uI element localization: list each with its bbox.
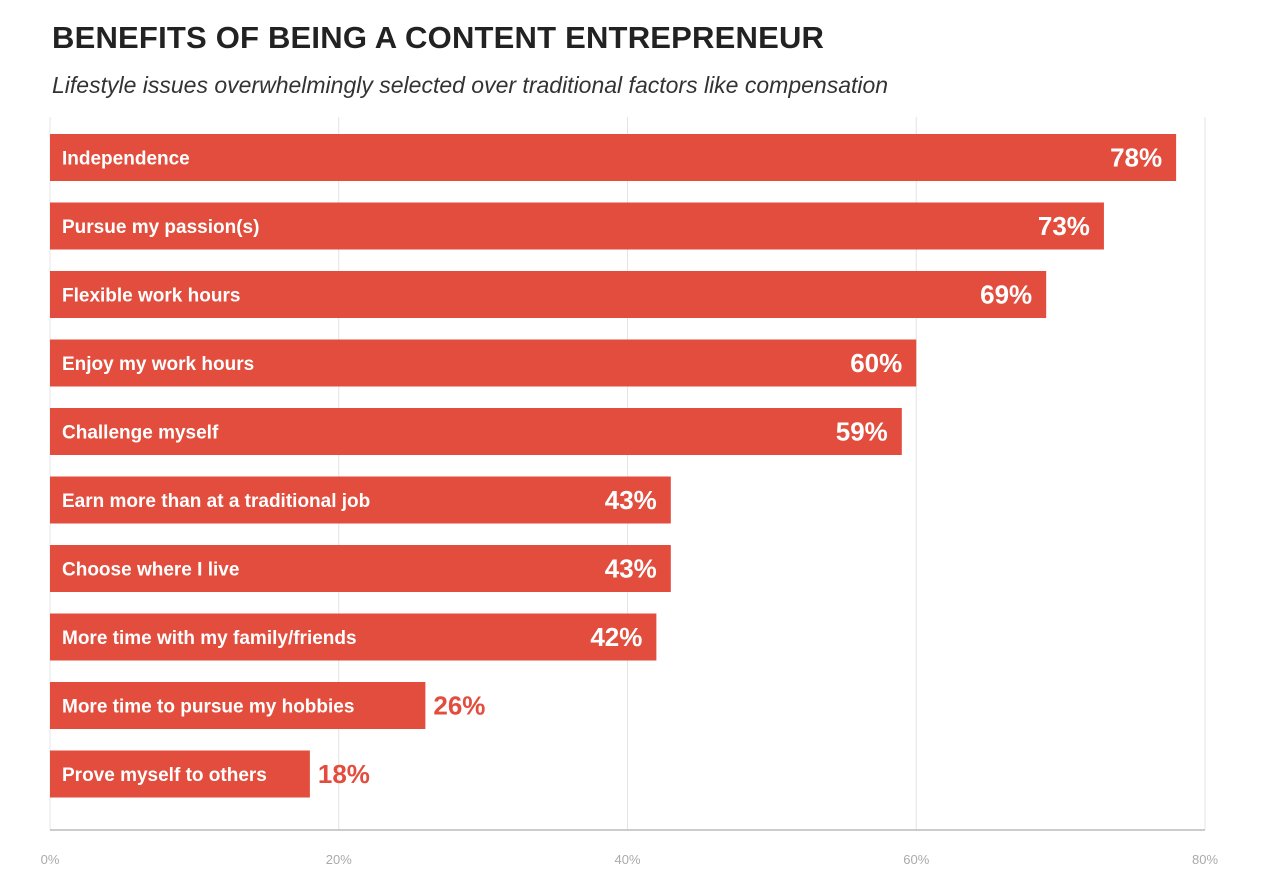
bar-category-label: More time to pursue my hobbies: [62, 697, 354, 718]
bar-value-label: 73%: [1038, 211, 1090, 241]
bar-value-label: 78%: [1110, 143, 1162, 173]
chart-subtitle: Lifestyle issues overwhelmingly selected…: [52, 72, 889, 98]
bar: [50, 134, 1177, 181]
bar-group: Choose where I live 43%: [50, 545, 671, 592]
bar-category-label: More time with my family/friends: [62, 628, 357, 649]
bar-value-label: 42%: [590, 622, 642, 652]
x-tick-label: 60%: [903, 852, 929, 867]
bar-category-label: Challenge myself: [62, 423, 219, 444]
bar-group: Earn more than at a traditional job 43%: [50, 476, 671, 524]
bar-group: Independence 78%: [50, 134, 1177, 181]
bar: [50, 408, 902, 455]
bar-value-label: 43%: [605, 554, 657, 584]
bar-group: More time with my family/friends 42%: [50, 613, 657, 661]
bar-category-label: Independence: [62, 149, 190, 170]
bar-value-label: 69%: [980, 280, 1032, 310]
bar-group: Pursue my passion(s) 73%: [50, 202, 1104, 250]
bar: [50, 202, 1104, 250]
bar-group: Flexible work hours 69%: [50, 271, 1047, 318]
x-tick-label: 0%: [41, 852, 60, 867]
bar-category-label: Choose where I live: [62, 560, 239, 581]
bars: Independence 78% Pursue my passion(s) 73% Fl…: [50, 134, 1177, 798]
bar-group: More time to pursue my hobbies 26%: [50, 682, 485, 729]
bar-category-label: Enjoy my work hours: [62, 354, 254, 375]
bar-group: Challenge myself 59%: [50, 408, 902, 455]
bar: [50, 750, 310, 798]
x-axis: 0% 20% 40% 60% 80%: [41, 829, 1218, 867]
bar-category-label: Prove myself to others: [62, 765, 267, 786]
bar-value-label: 43%: [605, 485, 657, 515]
bar: [50, 613, 657, 661]
chart-title: BENEFITS OF BEING A CONTENT ENTREPRENEUR: [52, 20, 825, 55]
bar-value-label: 59%: [836, 417, 888, 447]
bar: [50, 339, 917, 387]
bar-group: Enjoy my work hours 60%: [50, 339, 917, 387]
x-tick-label: 40%: [614, 852, 640, 867]
x-tick-label: 80%: [1192, 852, 1218, 867]
bar: [50, 271, 1047, 318]
bar: [50, 476, 671, 524]
bar-category-label: Flexible work hours: [62, 286, 240, 307]
bar-group: Prove myself to others 18%: [50, 750, 370, 798]
bar-value-label: 60%: [850, 348, 902, 378]
x-tick-label: 20%: [326, 852, 352, 867]
bar-category-label: Pursue my passion(s): [62, 217, 259, 238]
bar: [50, 545, 671, 592]
bar-value-label: 26%: [433, 691, 485, 721]
bar-value-label: 18%: [318, 759, 370, 789]
bar: [50, 682, 426, 729]
bar-category-label: Earn more than at a traditional job: [62, 491, 370, 512]
